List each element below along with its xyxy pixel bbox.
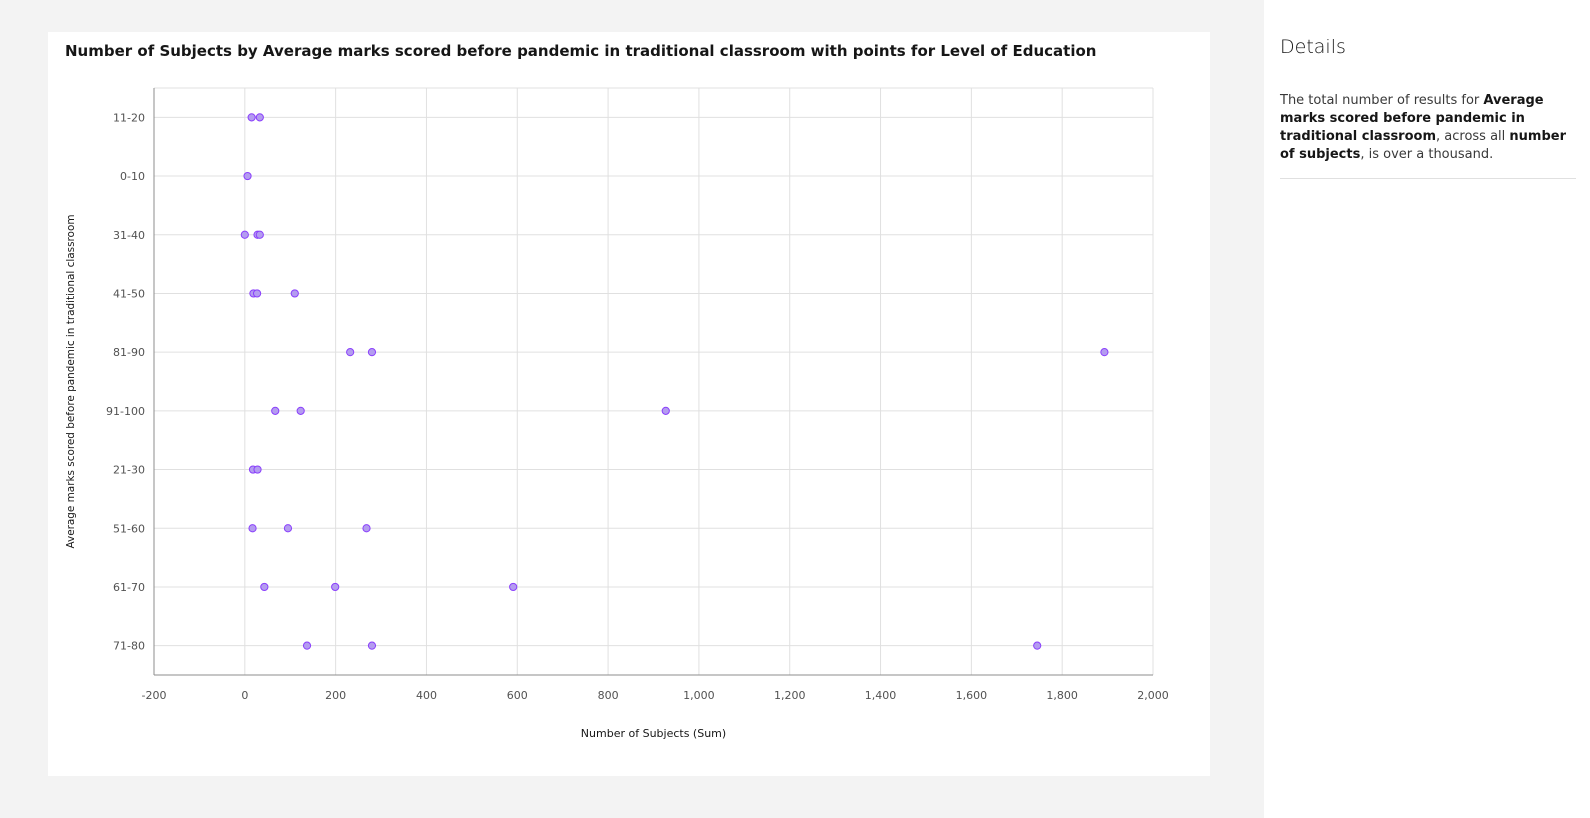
y-tick-label: 91-100	[106, 405, 145, 418]
data-point	[346, 348, 355, 357]
y-tick-label: 31-40	[113, 229, 145, 242]
details-text-part-3: , is over a thousand.	[1360, 147, 1494, 162]
data-point	[252, 289, 262, 298]
data-point	[362, 524, 371, 533]
x-tick-label: 400	[416, 689, 437, 702]
y-tick-label: 21-30	[113, 464, 145, 477]
y-tick-label: 11-20	[113, 111, 145, 124]
y-tick-label: 61-70	[113, 581, 145, 594]
data-point	[243, 171, 252, 181]
chart-card: Number of Subjects by Average marks scor…	[48, 32, 1210, 776]
scatter-chart: -200 0 200 400 600 800 1,000 1,200 1,400 1,600 1,8…	[64, 87, 1169, 740]
y-tick-label: 51-60	[113, 522, 145, 535]
data-point	[302, 641, 312, 650]
data-point	[290, 289, 299, 298]
data-point	[367, 641, 377, 650]
data-point	[260, 582, 269, 592]
x-axis-title: Number of Subjects (Sum)	[581, 727, 726, 740]
x-tick-label: 600	[507, 689, 528, 702]
details-text: The total number of results for Average …	[1280, 92, 1576, 179]
data-point	[283, 524, 293, 533]
data-point	[296, 406, 305, 415]
details-title: Details	[1280, 36, 1346, 58]
data-point	[661, 406, 670, 415]
data-point	[367, 348, 377, 357]
data-point	[240, 230, 249, 239]
y-tick-label: 41-50	[113, 287, 145, 300]
details-text-part-1: The total number of results for	[1280, 93, 1484, 108]
data-point	[1100, 348, 1109, 357]
y-tick-label: 0-10	[120, 170, 145, 183]
y-tick-label: 81-90	[113, 346, 145, 359]
data-point	[247, 113, 256, 122]
x-tick-label: 0	[241, 689, 248, 702]
details-text-part-2: , across all	[1436, 129, 1510, 144]
x-tick-label: 200	[325, 689, 346, 702]
details-bold-measure: Average marks scored before pandemic in …	[1280, 93, 1544, 144]
y-axis-title: Average marks scored before pandemic in …	[64, 215, 77, 549]
data-point	[331, 582, 340, 592]
details-panel: Details The total number of results for …	[1264, 0, 1590, 818]
data-point	[248, 524, 257, 533]
x-tick-label: 1,400	[865, 689, 897, 702]
data-point	[255, 113, 264, 122]
x-tick-label: -200	[142, 689, 167, 702]
data-point	[271, 406, 280, 415]
x-tick-label: 2,000	[1137, 689, 1169, 702]
data-point	[253, 465, 262, 474]
data-point	[509, 582, 518, 592]
x-tick-label: 1,000	[683, 689, 715, 702]
x-tick-label: 1,600	[956, 689, 988, 702]
x-tick-label: 800	[598, 689, 619, 702]
details-bold-dimension: number of subjects	[1280, 129, 1566, 162]
data-point	[1033, 641, 1042, 650]
y-tick-label: 71-80	[113, 640, 145, 653]
x-tick-label: 1,800	[1046, 689, 1078, 702]
chart-title: Number of Subjects by Average marks scor…	[65, 42, 1097, 60]
data-point	[255, 230, 264, 239]
x-tick-label: 1,200	[774, 689, 806, 702]
